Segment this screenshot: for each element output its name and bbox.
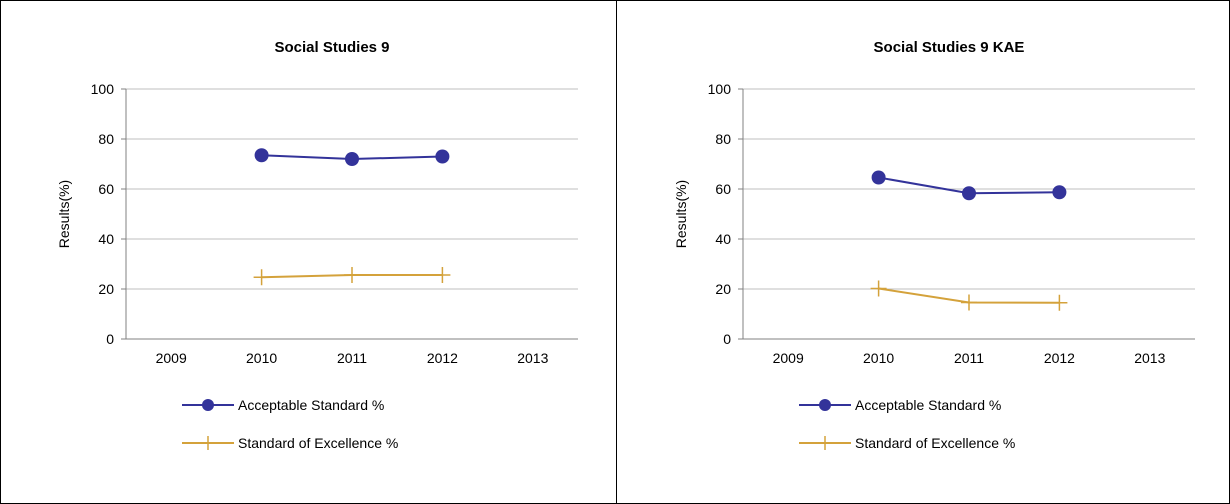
data-point [871, 170, 886, 185]
y-tick-label: 40 [715, 231, 731, 247]
chart-social-studies-9-kae: Social Studies 9 KAE 0 20 40 60 80 100 2009 2010… [673, 39, 1195, 451]
y-tick-label: 100 [708, 81, 732, 97]
y-axis-label: Results(%) [673, 180, 689, 248]
panel-divider [616, 0, 617, 504]
x-tick-label: 2009 [156, 350, 187, 366]
x-tick-label: 2011 [954, 350, 984, 366]
legend-marker [819, 399, 831, 411]
chart-social-studies-9: Social Studies 9 0 20 40 60 80 100 2009 2010 2011… [56, 39, 578, 451]
y-tick-label: 0 [723, 331, 731, 347]
y-axis-label: Results(%) [56, 180, 72, 248]
y-tick-label: 100 [91, 81, 115, 97]
x-tick-label: 2012 [427, 350, 458, 366]
data-point [435, 149, 450, 164]
y-tick-label: 80 [715, 131, 731, 147]
chart-panel-right: Social Studies 9 KAE 0 20 40 60 80 100 2009 2010… [617, 0, 1230, 504]
x-tick-label: 2009 [773, 350, 804, 366]
x-tick-label: 2013 [1134, 350, 1165, 366]
y-tick-label: 0 [106, 331, 114, 347]
legend-label: Acceptable Standard % [855, 397, 1001, 413]
data-point [962, 186, 976, 201]
data-point [254, 148, 269, 163]
x-tick-label: 2012 [1044, 350, 1075, 366]
x-tick-label: 2010 [863, 350, 894, 366]
y-tick-label: 40 [98, 231, 114, 247]
legend-label: Standard of Excellence % [238, 435, 398, 451]
x-tick-label: 2011 [337, 350, 367, 366]
data-point [345, 152, 359, 166]
y-tick-label: 20 [715, 281, 731, 297]
y-tick-label: 80 [98, 131, 114, 147]
data-point [1052, 185, 1067, 200]
legend-label: Acceptable Standard % [238, 397, 384, 413]
chart-title: Social Studies 9 [274, 39, 389, 56]
legend-label: Standard of Excellence % [855, 435, 1015, 451]
y-tick-label: 60 [715, 181, 731, 197]
x-tick-label: 2010 [246, 350, 277, 366]
y-tick-label: 20 [98, 281, 114, 297]
x-tick-label: 2013 [517, 350, 548, 366]
legend-marker [202, 399, 214, 411]
chart-title: Social Studies 9 KAE [874, 39, 1025, 56]
chart-panel-left: Social Studies 9 0 20 40 60 80 100 2009 2010 2011… [56, 39, 578, 451]
y-tick-label: 60 [98, 181, 114, 197]
